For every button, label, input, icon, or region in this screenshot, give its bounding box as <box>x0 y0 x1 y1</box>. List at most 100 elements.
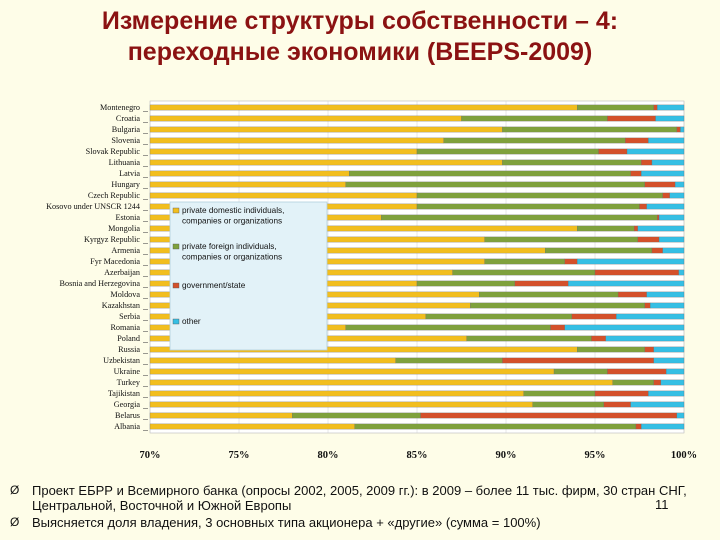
bar-segment <box>607 368 667 375</box>
bar-segment <box>639 203 647 210</box>
bar-segment <box>630 401 685 408</box>
bar-segment <box>644 346 654 353</box>
bar-segment <box>416 148 599 155</box>
bar-segment <box>626 148 685 155</box>
bar-segment <box>502 357 654 364</box>
bar-segment <box>644 302 651 309</box>
category-label: Montenegro <box>100 103 140 112</box>
bar-segment <box>577 225 635 232</box>
bar-segment <box>420 412 678 419</box>
category-label: Romania <box>110 323 140 332</box>
bar-segment <box>648 137 685 144</box>
category-label: Slovak Republic <box>86 147 141 156</box>
category-label: Kosovo under UNSCR 1244 <box>46 202 140 211</box>
bar-segment <box>292 412 421 419</box>
bar-segment <box>577 258 685 265</box>
bar-segment <box>502 126 678 133</box>
bar-segment <box>658 236 685 243</box>
x-tick-label: 70% <box>140 450 161 461</box>
category-label: Slovenia <box>111 136 140 145</box>
legend-swatch <box>172 207 180 214</box>
category-label: Azerbaijan <box>104 268 140 277</box>
arrow-bullet-icon: Ø <box>10 515 20 529</box>
bar-segment <box>149 192 418 199</box>
bar-segment <box>658 214 685 221</box>
x-tick-label: 95% <box>585 450 606 461</box>
category-label: Moldova <box>110 290 140 299</box>
category-label: Poland <box>117 334 140 343</box>
category-label: Russia <box>118 345 140 354</box>
bullet-text: Выясняется доля владения, 3 основных тип… <box>32 515 541 530</box>
bar-segment <box>149 390 524 397</box>
bar-segment <box>443 137 626 144</box>
legend-swatch <box>172 243 180 250</box>
bar-segment <box>149 401 533 408</box>
bar-segment <box>149 379 613 386</box>
bar-segment <box>594 390 649 397</box>
bar-segment <box>416 192 663 199</box>
bar-segment <box>657 104 685 111</box>
bar-segment <box>354 423 637 430</box>
bar-segment <box>484 258 565 265</box>
bar-segment <box>381 214 658 221</box>
category-label: Lithuania <box>109 158 141 167</box>
bar-segment <box>651 247 663 254</box>
bar-segment <box>605 335 685 342</box>
bar-segment <box>149 104 578 111</box>
bar-segment <box>657 214 660 221</box>
bar-segment <box>641 170 685 177</box>
bar-segment <box>641 159 653 166</box>
bar-segment <box>523 390 596 397</box>
bar-segment <box>607 115 656 122</box>
bar-segment <box>635 423 642 430</box>
bar-segment <box>634 225 638 232</box>
bar-segment <box>676 126 681 133</box>
legend-label: private foreign individuals, <box>182 242 277 251</box>
bar-segment <box>630 170 642 177</box>
bar-segment <box>644 181 676 188</box>
bar-segment <box>345 181 645 188</box>
bar-segment <box>452 269 596 276</box>
legend-swatch <box>172 282 180 289</box>
category-label: Croatia <box>116 114 140 123</box>
bar-segment <box>425 313 573 320</box>
bar-segment <box>550 324 565 331</box>
slide-title-line-1: Измерение структуры собственности – 4: <box>101 7 619 35</box>
legend-swatch <box>172 318 180 325</box>
bar-segment <box>479 291 619 298</box>
bar-segment <box>660 379 685 386</box>
category-label: Uzbekistan <box>103 356 140 365</box>
bar-segment <box>666 368 685 375</box>
bar-segment <box>149 159 503 166</box>
bar-segment <box>646 203 685 210</box>
bar-segment <box>662 247 685 254</box>
bar-segment <box>149 423 355 430</box>
bar-segment <box>149 115 462 122</box>
bar-segment <box>650 302 685 309</box>
bar-segment <box>416 203 640 210</box>
bar-segment <box>149 181 346 188</box>
bar-segment <box>641 423 685 430</box>
category-label: Georgia <box>114 400 141 409</box>
bar-segment <box>612 379 654 386</box>
bar-segment <box>149 126 503 133</box>
bar-segment <box>149 170 350 177</box>
x-tick-label: 100% <box>671 450 697 461</box>
bar-segment <box>564 324 685 331</box>
bar-segment <box>466 335 592 342</box>
bar-segment <box>502 159 642 166</box>
legend-box <box>169 201 328 351</box>
legend-label: companies or organizations <box>182 253 282 262</box>
bar-segment <box>577 346 645 353</box>
legend-label: private domestic individuals, <box>182 206 284 215</box>
bar-segment <box>577 104 654 111</box>
page-number: 11 <box>655 497 669 512</box>
arrow-bullet-icon: Ø <box>10 483 20 497</box>
bar-segment <box>149 137 444 144</box>
bar-segment <box>564 258 578 265</box>
category-label: Czech Republic <box>88 191 140 200</box>
bar-segment <box>653 379 662 386</box>
bar-segment <box>484 236 638 243</box>
bar-segment <box>149 412 293 419</box>
bar-segment <box>149 368 555 375</box>
